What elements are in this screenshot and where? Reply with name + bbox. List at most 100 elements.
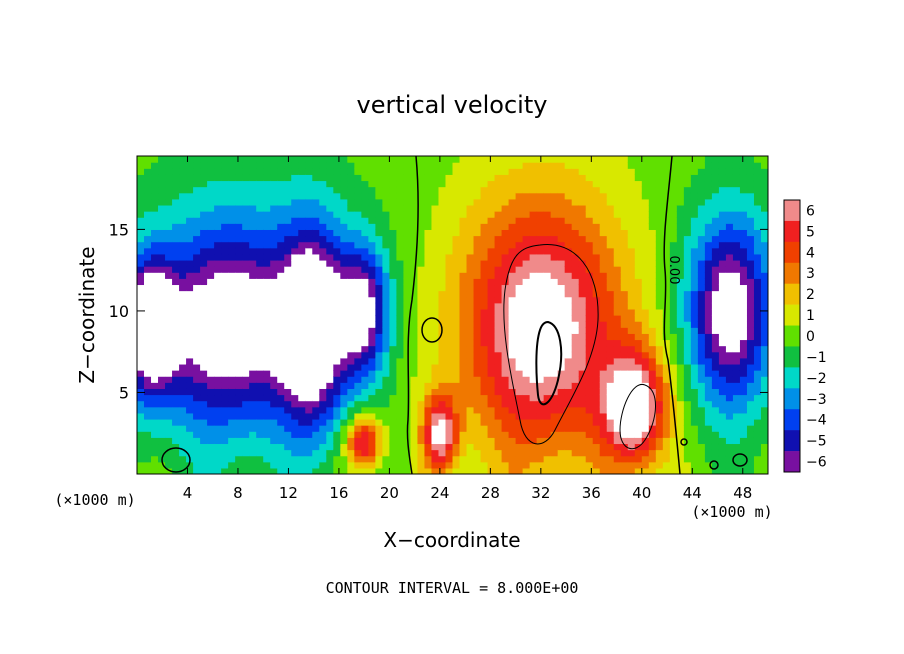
heatmap-cell: [403, 253, 412, 261]
heatmap-cell: [389, 370, 398, 377]
heatmap-cell: [137, 308, 145, 316]
heatmap-cell: [739, 156, 748, 163]
heatmap-cell: [606, 223, 615, 230]
heatmap-cell: [144, 327, 152, 334]
heatmap-cell: [305, 437, 313, 445]
heatmap-cell: [319, 241, 327, 249]
heatmap-cell: [298, 443, 306, 451]
heatmap-cell: [361, 162, 369, 169]
heatmap-cell: [662, 290, 671, 298]
heatmap-cell: [284, 278, 292, 286]
heatmap-cell: [291, 400, 299, 408]
heatmap-cell: [683, 296, 692, 304]
heatmap-cell: [438, 455, 447, 463]
heatmap-cell: [529, 315, 538, 322]
heatmap-cell: [718, 302, 727, 310]
heatmap-cell: [256, 296, 264, 304]
heatmap-cell: [375, 315, 383, 322]
heatmap-cell: [235, 327, 243, 334]
heatmap-cell: [725, 272, 734, 279]
heatmap-cell: [144, 431, 152, 438]
heatmap-cell: [340, 327, 348, 334]
heatmap-cell: [683, 198, 692, 206]
heatmap-cell: [158, 192, 166, 200]
heatmap-cell: [200, 357, 208, 365]
heatmap-cell: [620, 204, 629, 212]
heatmap-cell: [620, 266, 629, 273]
heatmap-cell: [424, 296, 433, 304]
heatmap-cell: [473, 223, 482, 230]
heatmap-cell: [543, 425, 552, 432]
heatmap-cell: [137, 156, 145, 163]
heatmap-cell: [389, 412, 398, 420]
heatmap-cell: [494, 192, 503, 200]
heatmap-cell: [473, 370, 482, 377]
heatmap-cell: [256, 290, 264, 298]
heatmap-cell: [585, 168, 594, 175]
heatmap-cell: [186, 156, 194, 163]
x-unit-left: (×1000 m): [54, 491, 135, 509]
heatmap-cell: [662, 345, 671, 353]
heatmap-cell: [340, 278, 348, 286]
heatmap-cell: [620, 308, 629, 316]
heatmap-cell: [592, 376, 601, 383]
heatmap-cell: [249, 308, 257, 316]
heatmap-cell: [487, 217, 496, 224]
heatmap-cell: [305, 229, 313, 237]
heatmap-cell: [144, 253, 152, 261]
heatmap-cell: [487, 290, 496, 298]
heatmap-cell: [410, 315, 419, 322]
heatmap-cell: [592, 357, 601, 365]
heatmap-cell: [676, 272, 685, 279]
heatmap-cell: [424, 180, 433, 188]
heatmap-cell: [305, 315, 313, 322]
heatmap-cell: [550, 174, 559, 182]
heatmap-cell: [347, 363, 355, 371]
heatmap-cell: [186, 400, 194, 408]
heatmap-cell: [424, 290, 433, 298]
heatmap-cell: [158, 406, 166, 414]
heatmap-cell: [459, 425, 468, 432]
heatmap-cell: [242, 180, 250, 188]
heatmap-cell: [347, 321, 355, 328]
heatmap-cell: [172, 327, 180, 334]
colorbar-label: −2: [806, 371, 827, 387]
heatmap-cell: [270, 278, 278, 286]
heatmap-cell: [536, 217, 545, 224]
heatmap-cell: [452, 418, 461, 426]
heatmap-cell: [627, 186, 636, 194]
heatmap-cell: [256, 363, 264, 371]
heatmap-cell: [627, 406, 636, 414]
heatmap-cell: [144, 351, 152, 359]
heatmap-cell: [480, 217, 489, 224]
heatmap-cell: [403, 180, 412, 188]
heatmap-cell: [368, 455, 376, 463]
heatmap-cell: [550, 296, 559, 304]
heatmap-cell: [515, 449, 524, 457]
heatmap-cell: [529, 437, 538, 445]
heatmap-cell: [592, 266, 601, 273]
heatmap-cell: [746, 376, 755, 383]
heatmap-cell: [466, 382, 475, 389]
heatmap-cell: [662, 394, 671, 402]
heatmap-cell: [179, 321, 187, 328]
heatmap-cell: [466, 394, 475, 402]
heatmap-cell: [151, 241, 159, 249]
heatmap-cell: [312, 345, 320, 353]
heatmap-cell: [753, 211, 762, 218]
heatmap-cell: [662, 437, 671, 445]
heatmap-cell: [459, 406, 468, 414]
heatmap-cell: [270, 198, 278, 206]
heatmap-cell: [165, 351, 173, 359]
heatmap-cell: [508, 449, 517, 457]
heatmap-cell: [599, 363, 608, 371]
heatmap-cell: [529, 162, 538, 169]
heatmap-cell: [193, 327, 201, 334]
heatmap-cell: [242, 467, 250, 474]
heatmap-cell: [382, 223, 390, 230]
heatmap-cell: [732, 449, 741, 457]
heatmap-cell: [501, 241, 510, 249]
heatmap-cell: [690, 376, 699, 383]
heatmap-cell: [522, 400, 531, 408]
